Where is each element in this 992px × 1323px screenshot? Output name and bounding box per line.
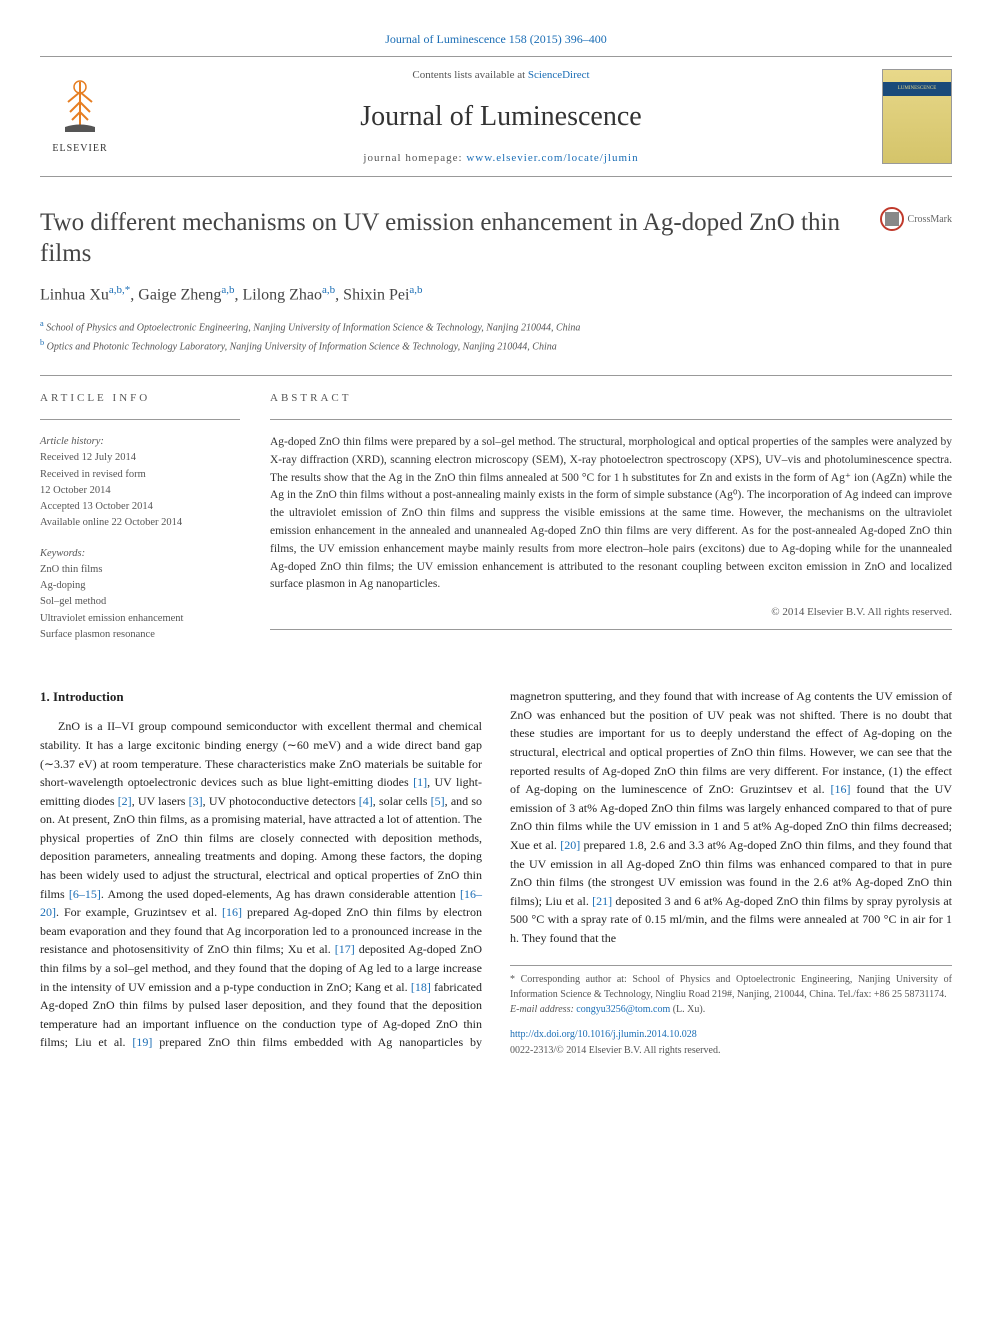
history-line: 12 October 2014 <box>40 483 240 499</box>
abstract-divider <box>270 419 952 420</box>
contents-prefix: Contents lists available at <box>412 69 527 81</box>
author[interactable]: Lilong Zhao <box>242 286 322 303</box>
author[interactable]: Linhua Xu <box>40 286 109 303</box>
citation-link[interactable]: [16] <box>222 905 242 919</box>
header-citation: Journal of Luminescence 158 (2015) 396–4… <box>40 30 952 48</box>
body-text: . Among the used doped-elements, Ag has … <box>101 887 460 901</box>
author-sup: a,b <box>322 284 335 296</box>
author[interactable]: Shixin Pei <box>343 286 409 303</box>
footer-block: http://dx.doi.org/10.1016/j.jlumin.2014.… <box>510 1027 952 1058</box>
history-line: Accepted 13 October 2014 <box>40 499 240 515</box>
title-row: Two different mechanisms on UV emission … <box>40 207 952 270</box>
history-line: Received in revised form <box>40 467 240 483</box>
info-abstract-row: ARTICLE INFO Article history: Received 1… <box>40 390 952 657</box>
affil-sup: b <box>40 338 44 347</box>
intro-heading: 1. Introduction <box>40 687 482 707</box>
author-sup: a,b,* <box>109 284 130 296</box>
citation-link[interactable]: [16] <box>830 782 850 796</box>
citation-link[interactable]: [1] <box>413 775 427 789</box>
homepage-link[interactable]: www.elsevier.com/locate/jlumin <box>466 152 638 164</box>
abstract-end-divider <box>270 629 952 630</box>
citation-link[interactable]: [2] <box>118 794 132 808</box>
homepage-prefix: journal homepage: <box>363 152 466 164</box>
header-center: Contents lists available at ScienceDirec… <box>120 67 882 166</box>
body-text: , and so on. At present, ZnO thin films,… <box>40 794 482 901</box>
affil-text: School of Physics and Optoelectronic Eng… <box>46 322 580 333</box>
homepage-line: journal homepage: www.elsevier.com/locat… <box>120 150 882 167</box>
journal-cover-thumbnail[interactable]: LUMINESCENCE <box>882 69 952 164</box>
email-link[interactable]: congyu3256@tom.com <box>576 1004 670 1015</box>
email-suffix: (L. Xu). <box>670 1004 705 1015</box>
abstract-copyright: © 2014 Elsevier B.V. All rights reserved… <box>270 604 952 621</box>
body-text: . For example, Gruzintsev et al. <box>56 905 222 919</box>
authors-line: Linhua Xua,b,*, Gaige Zhenga,b, Lilong Z… <box>40 282 952 307</box>
article-info-column: ARTICLE INFO Article history: Received 1… <box>40 390 240 657</box>
crossmark-icon <box>880 207 904 231</box>
affil-text: Optics and Photonic Technology Laborator… <box>47 341 557 352</box>
author[interactable]: Gaige Zheng <box>138 286 221 303</box>
keyword: Surface plasmon resonance <box>40 627 240 643</box>
keyword: Ag-doping <box>40 578 240 594</box>
author-sup: a,b <box>221 284 234 296</box>
issn-copyright: 0022-2313/© 2014 Elsevier B.V. All right… <box>510 1043 952 1059</box>
citation-link[interactable]: [18] <box>411 980 431 994</box>
citation-link[interactable]: [21] <box>592 894 612 908</box>
body-text: deposited Ag-doped ZnO <box>355 942 482 956</box>
body-columns: 1. Introduction ZnO is a II–VI group com… <box>40 687 952 1058</box>
body-text: , solar cells <box>373 794 431 808</box>
footnote-email-line: E-mail address: congyu3256@tom.com (L. X… <box>510 1002 952 1017</box>
journal-name: Journal of Luminescence <box>120 96 882 138</box>
keyword: Sol–gel method <box>40 594 240 610</box>
history-line: Received 12 July 2014 <box>40 450 240 466</box>
keyword: Ultraviolet emission enhancement <box>40 611 240 627</box>
citation-link[interactable]: [19] <box>132 1035 152 1049</box>
citation-link[interactable]: [5] <box>431 794 445 808</box>
citation-link[interactable]: [20] <box>560 838 580 852</box>
elsevier-logo[interactable]: ELSEVIER <box>40 72 120 162</box>
footnote-corr: * Corresponding author at: School of Phy… <box>510 972 952 1002</box>
crossmark-label: CrossMark <box>908 212 952 227</box>
body-text: , UV photoconductive detectors <box>203 794 359 808</box>
keyword: ZnO thin films <box>40 562 240 578</box>
elsevier-tree-icon <box>50 77 110 137</box>
author-sup: a,b <box>409 284 422 296</box>
keywords-heading: Keywords: <box>40 546 240 562</box>
citation-link[interactable]: [4] <box>359 794 373 808</box>
citation-link[interactable]: [3] <box>189 794 203 808</box>
affiliation: b Optics and Photonic Technology Laborat… <box>40 336 952 355</box>
article-history: Article history: Received 12 July 2014 R… <box>40 434 240 532</box>
citation-link[interactable]: [6–15] <box>69 887 101 901</box>
abstract-label: ABSTRACT <box>270 390 952 407</box>
email-label: E-mail address: <box>510 1004 576 1015</box>
abstract-column: ABSTRACT Ag-doped ZnO thin films were pr… <box>270 390 952 657</box>
history-heading: Article history: <box>40 434 240 450</box>
article-title: Two different mechanisms on UV emission … <box>40 207 880 270</box>
contents-lists-line: Contents lists available at ScienceDirec… <box>120 67 882 84</box>
journal-header: ELSEVIER Contents lists available at Sci… <box>40 56 952 177</box>
sciencedirect-link[interactable]: ScienceDirect <box>528 69 590 81</box>
keywords-block: Keywords: ZnO thin films Ag-doping Sol–g… <box>40 546 240 644</box>
article-info-label: ARTICLE INFO <box>40 390 240 407</box>
history-line: Available online 22 October 2014 <box>40 515 240 531</box>
corresponding-author-footnote: * Corresponding author at: School of Phy… <box>510 965 952 1017</box>
citation-link[interactable]: [17] <box>335 942 355 956</box>
affil-sup: a <box>40 319 44 328</box>
affiliation: a School of Physics and Optoelectronic E… <box>40 317 952 336</box>
cover-band: LUMINESCENCE <box>883 82 951 96</box>
abstract-text: Ag-doped ZnO thin films were prepared by… <box>270 434 952 594</box>
info-divider <box>40 419 240 420</box>
section-divider <box>40 375 952 376</box>
crossmark-badge[interactable]: CrossMark <box>880 207 952 231</box>
affiliations: a School of Physics and Optoelectronic E… <box>40 317 952 356</box>
body-text: , UV lasers <box>132 794 189 808</box>
doi-link[interactable]: http://dx.doi.org/10.1016/j.jlumin.2014.… <box>510 1027 952 1043</box>
elsevier-label: ELSEVIER <box>52 141 107 156</box>
